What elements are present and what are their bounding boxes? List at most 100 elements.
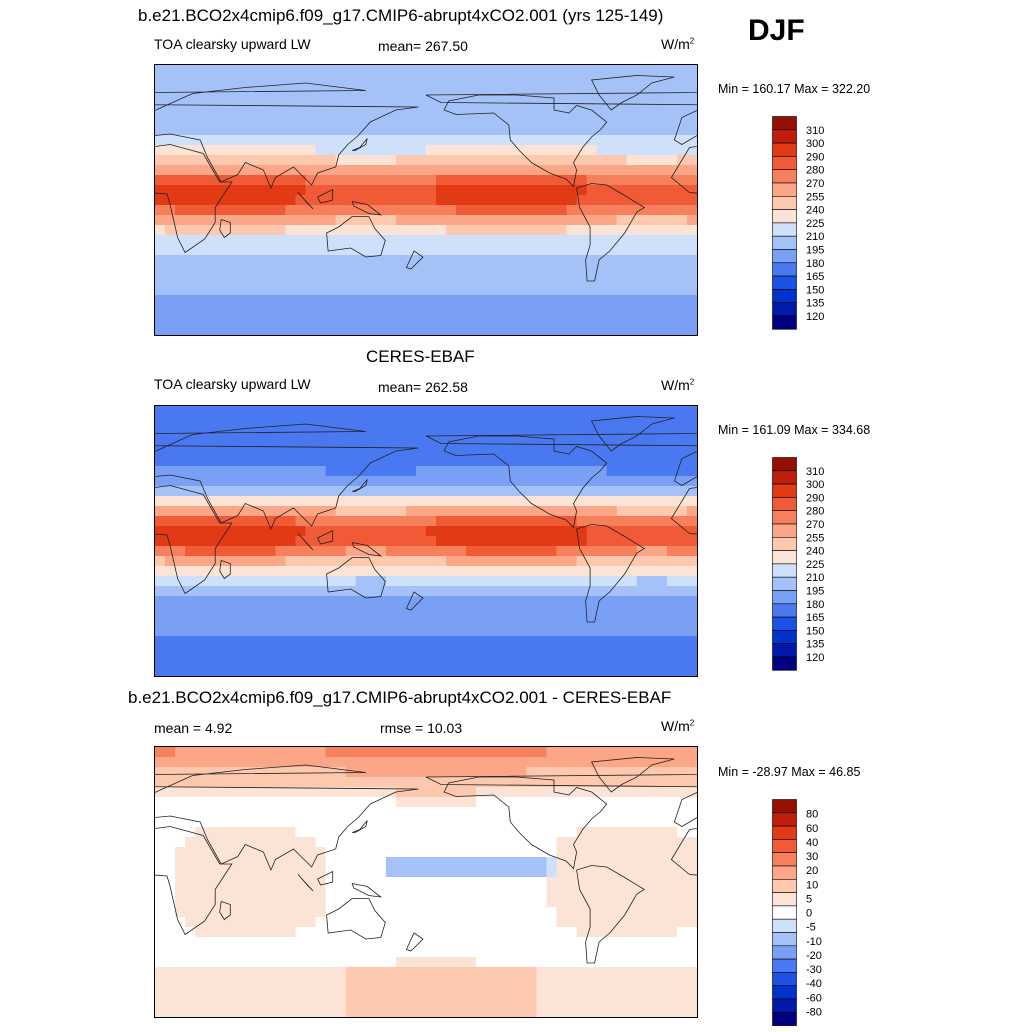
map-cell	[395, 897, 407, 908]
map-cell	[486, 927, 497, 938]
map-cell	[546, 105, 558, 116]
map-cell	[446, 75, 457, 86]
map-cell	[405, 75, 417, 86]
map-cell	[265, 767, 277, 778]
map-cell	[325, 205, 337, 216]
map-cell	[335, 486, 347, 497]
map-cell	[395, 105, 407, 116]
map-cell	[415, 325, 427, 336]
map-cell	[556, 566, 568, 577]
map-cell	[566, 586, 578, 597]
map-cell	[646, 285, 658, 296]
map-cell	[325, 947, 337, 958]
map-cell	[496, 817, 507, 828]
map-cell	[155, 275, 166, 286]
map-cell	[586, 987, 598, 998]
map-cell	[536, 606, 548, 617]
map-cell	[476, 105, 487, 116]
map-cell	[626, 927, 638, 938]
map-cell	[636, 526, 648, 537]
map-cell	[165, 977, 176, 988]
map-cell	[275, 486, 287, 497]
map-cell	[506, 85, 517, 96]
map-cell	[436, 887, 447, 898]
map-cell	[365, 416, 377, 427]
map-cell	[305, 546, 317, 557]
map-cell	[405, 476, 417, 487]
map-cell	[195, 215, 206, 226]
map-cell	[285, 295, 297, 306]
map-cell	[295, 526, 307, 537]
map-cell	[656, 406, 668, 417]
map-cell	[646, 265, 658, 276]
map-cell	[195, 235, 206, 246]
map-cell	[616, 767, 628, 778]
map-cell	[626, 255, 638, 266]
map-cell	[175, 496, 186, 507]
map-cell	[516, 195, 527, 206]
colorbar-cell	[772, 865, 797, 880]
map-cell	[526, 406, 538, 417]
map-cell	[415, 937, 427, 948]
map-cell	[586, 426, 598, 437]
map-cell	[686, 95, 698, 106]
map-cell	[566, 295, 578, 306]
map-cell	[235, 526, 246, 537]
map-cell	[566, 275, 578, 286]
map-cell	[636, 937, 648, 948]
map-cell	[155, 215, 166, 226]
map-cell	[446, 145, 457, 156]
map-cell	[446, 636, 457, 647]
map-cell	[486, 777, 497, 788]
map-cell	[215, 105, 226, 116]
map-cell	[215, 466, 226, 477]
map-cell	[225, 436, 236, 447]
map-cell	[596, 566, 608, 577]
map-cell	[516, 135, 527, 146]
map-cell	[265, 325, 277, 336]
colorbar-tick-label: -20	[806, 950, 822, 962]
map-cell	[245, 526, 256, 537]
map-cell	[225, 155, 236, 166]
map-cell	[335, 165, 347, 176]
map-cell	[426, 426, 437, 437]
map-cell	[476, 867, 487, 878]
map-cell	[285, 626, 297, 637]
colorbar-tick-label: 135	[806, 298, 824, 310]
map-cell	[375, 616, 387, 627]
map-cell	[315, 927, 327, 938]
map-cell	[666, 446, 678, 457]
map-cell	[365, 195, 377, 206]
map-cell	[476, 446, 487, 457]
map-cell	[165, 877, 176, 888]
coastline	[326, 216, 386, 258]
map-cell	[426, 275, 437, 286]
map-cell	[165, 225, 176, 236]
map-cell	[215, 506, 226, 517]
map-cell	[506, 165, 517, 176]
map-cell	[265, 315, 277, 326]
map-cell	[395, 225, 407, 236]
map-cell	[375, 887, 387, 898]
map-cell	[596, 275, 608, 286]
map-cell	[265, 225, 277, 236]
map-cell	[676, 95, 688, 106]
map-cell	[576, 215, 588, 226]
map-cell	[365, 305, 377, 316]
map-cell	[245, 797, 256, 808]
map-cell	[195, 165, 206, 176]
map-cell	[175, 927, 186, 938]
map-cell	[195, 877, 206, 888]
map-cell	[486, 837, 497, 848]
map-cell	[305, 606, 317, 617]
map-cell	[375, 145, 387, 156]
map-cell	[235, 817, 246, 828]
map-cell	[496, 496, 507, 507]
map-cell	[155, 596, 166, 607]
map-cell	[646, 466, 658, 477]
map-cell	[315, 947, 327, 958]
map-cell	[215, 215, 226, 226]
map-cell	[225, 927, 236, 938]
map-cell	[546, 175, 558, 186]
map-cell	[345, 165, 357, 176]
